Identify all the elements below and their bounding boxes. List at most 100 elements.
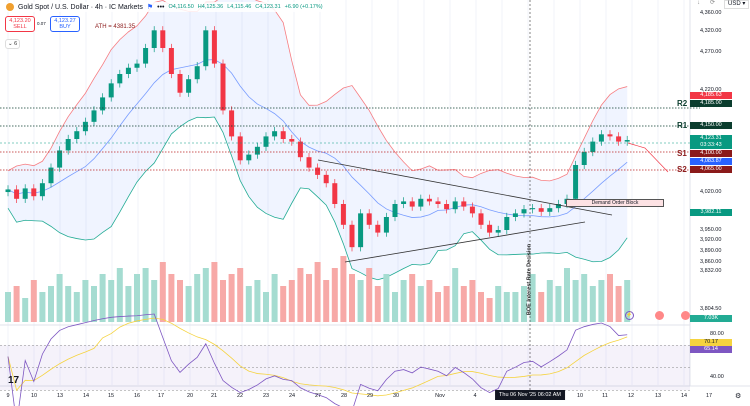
price-tag-rsi: 65.14 [690,346,732,353]
volume-bar [168,274,175,322]
candle [272,131,278,137]
candle [444,204,450,210]
volume-bar [538,292,545,322]
download-icon[interactable]: ↓ [697,0,700,6]
volume-bar [185,286,192,322]
flag-icon[interactable]: ⚑ [146,4,154,11]
currency-select[interactable]: USD ▾ [724,0,750,9]
volume-bar [564,268,570,322]
candle [555,204,561,209]
level-name-r1: R1 [677,121,688,130]
more-icon[interactable]: ••• [157,3,165,11]
price-axis-label: 4,220.00 [700,87,722,93]
candle [452,201,458,210]
date-label: 30 [392,393,400,399]
candle [435,201,441,204]
sell-label: SELL [13,24,27,30]
volume-bar [323,280,330,322]
candle [151,30,157,48]
gold-logo-icon [6,3,14,11]
volume-bar [314,262,321,322]
volume-bar [331,268,338,322]
candle [237,136,243,161]
candle [39,183,45,197]
date-label: 17 [157,393,165,399]
volume-bar [48,286,54,322]
date-label: 4 [473,393,477,399]
candle [392,204,398,217]
level-name-s2: S2 [677,165,687,174]
volume-bar [598,280,605,322]
volume-bar [555,286,562,322]
date-label: 20 [186,393,194,399]
sell-button[interactable]: 4,123.20 SELL [5,16,35,32]
date-label: 29 [366,393,374,399]
candle [22,188,28,199]
candle [297,141,303,158]
candle [469,206,475,214]
volume-bar [366,268,373,322]
volume-bar [607,274,613,322]
date-label: 13 [56,393,64,399]
refresh-icon[interactable]: ⟳ [710,0,716,6]
us-flag-event-icon[interactable] [655,311,664,320]
symbol-header[interactable]: Gold Spot / U.S. Dollar · 4h · IC Market… [4,2,325,12]
price-axis-label: 4,360.00 [700,10,722,16]
price-tag-demand: 3,982.11 [690,209,732,216]
indicators-toggle[interactable]: ⌄ 6 [5,39,21,49]
candle [246,154,252,161]
volume-bar [503,292,510,322]
volume-bar [529,274,536,322]
volume-bar [56,274,63,322]
rsi-line [7,313,628,406]
price-axis-label: 4,020.00 [700,189,722,195]
volume-bar [435,292,441,322]
demand-order-block[interactable]: Demand Order Block [566,199,664,207]
candle [177,74,183,93]
candle [487,224,493,233]
date-label: 21 [210,393,218,399]
date-label: 12 [627,393,635,399]
settings-icon[interactable]: ⚙ [735,393,742,400]
date-label: 27 [314,393,322,399]
volume-bar [392,292,398,322]
candle [186,79,192,93]
bollinger-lower [7,116,628,281]
price-tag-current: 4,123.31 [690,135,732,142]
volume-bar [125,286,132,322]
date-label: 28 [340,393,348,399]
candle [573,165,579,199]
price-tag-rsi-ma: 70.17 [690,339,732,346]
symbol-title: Gold Spot / U.S. Dollar · 4h · IC Market… [18,3,143,11]
candle [134,63,140,68]
volume-bar [220,280,226,322]
candle [125,67,131,74]
candle [547,208,553,212]
candle [383,217,389,233]
volume-bar [13,286,20,322]
rsi-axis-label: 40.00 [710,374,724,380]
volume-bar [134,274,140,322]
price-axis-label: 3,920.00 [700,237,722,243]
volume-bar [572,280,579,322]
volume-bar [400,280,407,322]
price-axis-label: 4,320.00 [700,28,722,34]
candle [521,209,527,214]
buy-button[interactable]: 4,123.27 BUY [50,16,80,32]
candle [108,83,114,98]
ohlc-low: L4,115.46 [227,4,252,10]
volume-bar [116,268,123,322]
us-flag-event-icon[interactable] [681,311,690,320]
candle [306,157,312,168]
candle [401,201,407,204]
date-label: 10 [576,393,584,399]
volume-bar [39,292,46,322]
tradingview-logo: 17 [8,375,20,386]
candle [418,198,424,207]
event-lightning-icon[interactable]: ⚡ [625,311,634,320]
volume-bar [65,286,72,322]
candle [160,30,166,48]
candle [74,131,80,139]
trendline-lower [344,221,586,263]
